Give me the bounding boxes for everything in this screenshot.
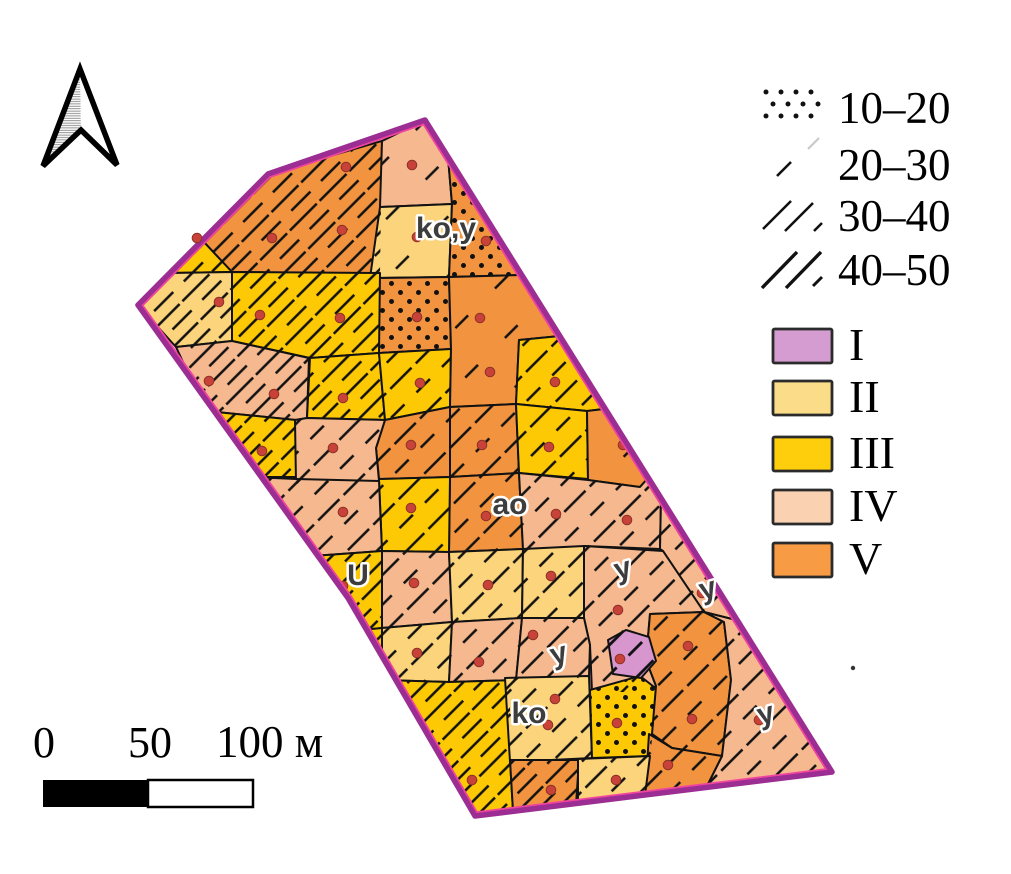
svg-text:ao: ao [492, 488, 527, 521]
svg-text:50: 50 [128, 718, 172, 767]
svg-text:100 м: 100 м [216, 717, 323, 767]
svg-text:IV: IV [849, 480, 898, 531]
svg-text:0: 0 [33, 718, 55, 767]
svg-text:ko,y: ko,y [416, 212, 476, 245]
svg-text:ko: ko [511, 697, 546, 730]
svg-text:III: III [849, 427, 895, 478]
svg-text:I: I [849, 319, 864, 370]
svg-text:20–30: 20–30 [838, 140, 951, 190]
svg-text:10–20: 10–20 [838, 83, 951, 133]
svg-text:30–40: 30–40 [838, 191, 951, 241]
svg-text:40–50: 40–50 [838, 245, 951, 295]
svg-text:II: II [849, 371, 880, 422]
svg-text:U: U [347, 559, 369, 592]
svg-text:V: V [849, 533, 882, 584]
